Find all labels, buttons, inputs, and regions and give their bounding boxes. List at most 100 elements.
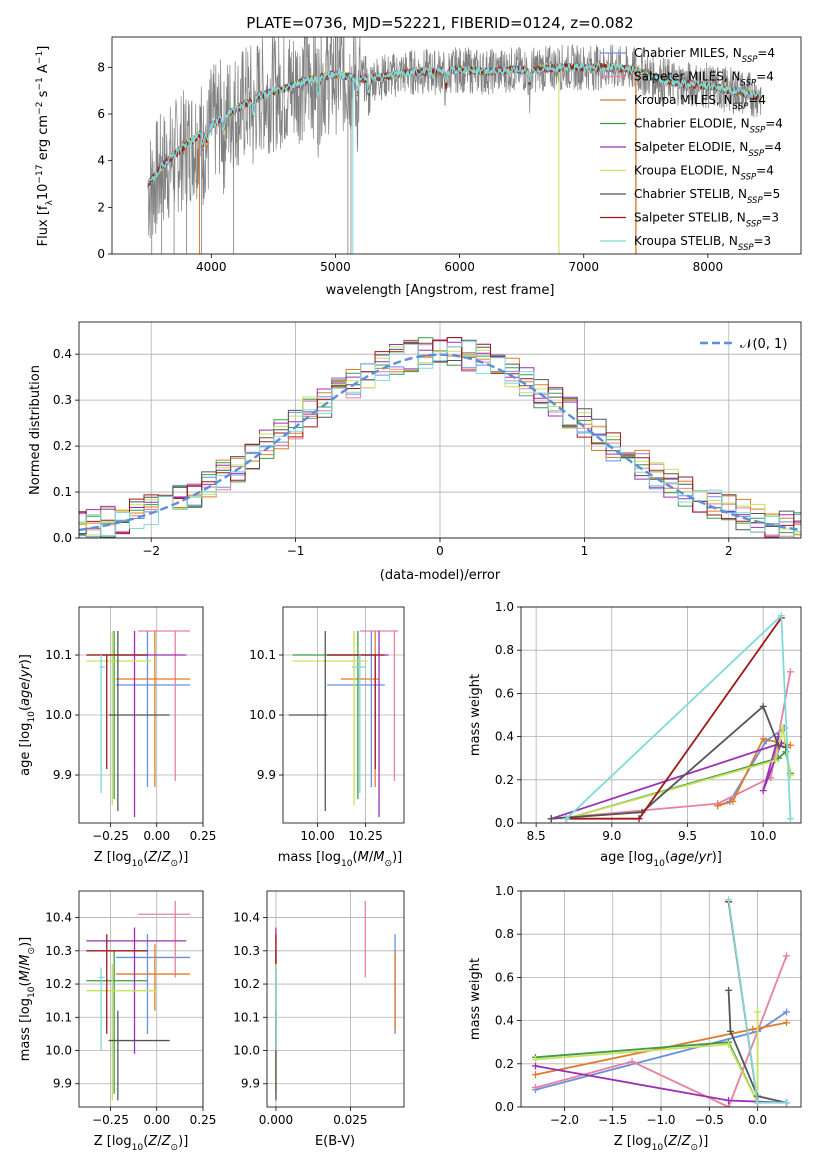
axes-frame xyxy=(111,36,802,255)
x-tick-label: 9.0 xyxy=(602,829,621,843)
plot-marks xyxy=(288,630,399,817)
y-axis-label: mass weight xyxy=(468,674,483,756)
x-tick-label: 0.25 xyxy=(190,829,217,843)
axes-frame xyxy=(78,321,802,539)
weight-line-chabrier_stelib xyxy=(727,990,787,1104)
weight-marker-kroupa_stelib xyxy=(754,1099,762,1107)
histogram-salpeter_miles xyxy=(79,339,801,537)
y-tick-label: 10.0 xyxy=(45,708,72,722)
weight-marker-salpeter_elodie xyxy=(725,1097,733,1105)
x-tick-label: 7000 xyxy=(568,260,599,274)
weight-marker-salpeter_elodie xyxy=(531,1062,539,1070)
x-tick-label: −0.25 xyxy=(92,829,129,843)
x-tick-label: 10.25 xyxy=(348,829,382,843)
x-tick-label: 6000 xyxy=(444,260,475,274)
weight-marker-salpeter_miles xyxy=(783,952,791,960)
y-tick-label: 10.2 xyxy=(233,977,260,991)
y-tick-label: 0.6 xyxy=(495,970,514,984)
weight-marker-chabrier_stelib xyxy=(727,1027,735,1035)
plot-marks xyxy=(547,612,794,823)
y-tick-label: 8 xyxy=(97,60,105,74)
x-tick-label: 0.025 xyxy=(333,1113,367,1127)
plot-marks xyxy=(86,900,191,1101)
y-tick-label: 0 xyxy=(97,247,105,261)
x-tick-label: 0.00 xyxy=(143,1113,170,1127)
histogram-chabrier_elodie xyxy=(79,337,801,535)
x-tick-label: 4000 xyxy=(196,260,227,274)
y-tick-label: 0.4 xyxy=(495,1014,514,1028)
y-tick-label: 0.6 xyxy=(495,686,514,700)
histogram-kroupa_miles xyxy=(79,350,801,536)
histogram-salpeter_stelib xyxy=(79,337,801,538)
weight-marker-chabrier_stelib xyxy=(547,815,555,823)
y-tick-label: 0.4 xyxy=(495,730,514,744)
weight-marker-kroupa_miles xyxy=(783,1019,791,1027)
plot-marks xyxy=(531,896,791,1107)
legend-label-salpeter_stelib: Salpeter STELIB, NSSP=3 xyxy=(634,211,779,230)
y-tick-label: 0.2 xyxy=(53,439,72,453)
axes-frame xyxy=(520,606,802,824)
histogram-kroupa_stelib xyxy=(79,341,801,538)
weight-marker-chabrier_miles xyxy=(783,1008,791,1016)
y-tick-label: 10.3 xyxy=(45,944,72,958)
y-tick-label: 10.1 xyxy=(45,648,72,662)
y-tick-label: 0.3 xyxy=(53,393,72,407)
y-tick-label: 0.0 xyxy=(495,816,514,830)
weight-marker-kroupa_miles xyxy=(786,741,794,749)
y-axis-label: Normed distribution xyxy=(28,365,43,495)
y-tick-label: 2 xyxy=(97,200,105,214)
y-tick-label: 10.1 xyxy=(233,1010,260,1024)
weight-marker-kroupa_elodie xyxy=(771,756,779,764)
y-axis-label: age [log10(age/yr)] xyxy=(18,654,37,776)
weight-marker-kroupa_miles xyxy=(759,735,767,743)
weight-marker-chabrier_stelib xyxy=(774,741,782,749)
model-salpeter_stelib xyxy=(147,62,760,187)
x-tick-label: 0.0 xyxy=(748,1113,767,1127)
axes-frame xyxy=(78,890,204,1108)
y-tick-label: 0.0 xyxy=(495,1100,514,1114)
legend-label-chabrier_elodie: Chabrier ELODIE, NSSP=4 xyxy=(634,117,783,136)
y-axis-label: mass weight xyxy=(468,958,483,1040)
axes-weight_vs_age: 8.5 9.0 9.5 10.0 0.0 0.2 0.4 0.6 0.8 1.0 xyxy=(495,600,802,843)
x-tick-label: 1 xyxy=(581,544,589,558)
x-tick-label: 10.0 xyxy=(750,829,777,843)
weight-marker-kroupa_elodie xyxy=(531,1055,539,1063)
y-tick-label: 10.4 xyxy=(233,911,260,925)
axes-age_vs_mass: 10.00 10.25 9.9 10.0 10.1 xyxy=(249,606,405,843)
y-tick-label: 0.2 xyxy=(495,773,514,787)
x-tick-label: −1.5 xyxy=(598,1113,627,1127)
weight-marker-kroupa_miles xyxy=(531,1071,539,1079)
y-tick-label: 9.9 xyxy=(53,1077,72,1091)
plot-marks xyxy=(79,337,801,538)
legend-label-gaussian: 𝒩(0, 1) xyxy=(740,337,787,352)
plot-area xyxy=(79,891,203,1107)
weight-marker-salpeter_stelib xyxy=(635,815,643,823)
axes-spectrum: 4000 5000 6000 7000 8000 0 2 4 6 8 Chabrier MILES,… xyxy=(97,36,802,274)
x-axis-label: Z [log10(Z/Z⊙)] xyxy=(614,1134,709,1153)
axes-mass_vs_z: −0.25 0.00 0.25 9.9 10.0 10.1 10.2 10.3 10.4 xyxy=(45,890,216,1127)
x-tick-label: −0.5 xyxy=(695,1113,724,1127)
legend-label-salpeter_elodie: Salpeter ELODIE, NSSP=4 xyxy=(634,140,782,159)
x-tick-label: 5000 xyxy=(320,260,351,274)
y-tick-label: 0.8 xyxy=(495,927,514,941)
y-tick-label: 0.0 xyxy=(53,531,72,545)
chart-title: PLATE=0736, MJD=52221, FIBERID=0124, z=0… xyxy=(246,14,633,32)
axes-residuals: −2 −1 0 1 2 0.0 0.1 0.2 0.3 0.4 𝒩(0, 1) xyxy=(53,321,802,558)
weight-line-kroupa_elodie xyxy=(535,1012,759,1104)
axes-age_vs_z: −0.25 0.00 0.25 9.9 10.0 10.1 xyxy=(45,606,217,843)
weight-marker-kroupa_stelib xyxy=(725,896,733,904)
y-tick-label: 9.9 xyxy=(257,768,276,782)
y-tick-label: 10.1 xyxy=(45,1010,72,1024)
legend-label-kroupa_miles: Kroupa MILES, NSSP=4 xyxy=(634,93,766,112)
y-tick-label: 10.1 xyxy=(249,648,276,662)
x-tick-label: 0.000 xyxy=(259,1113,293,1127)
weight-marker-salpeter_miles xyxy=(628,1058,636,1066)
x-tick-label: −2.0 xyxy=(550,1113,579,1127)
weight-marker-kroupa_elodie xyxy=(754,1008,762,1016)
x-tick-label: −2 xyxy=(142,544,160,558)
plot-area xyxy=(521,607,801,823)
weight-marker-salpeter_miles xyxy=(786,668,794,676)
x-tick-label: 8.5 xyxy=(527,829,546,843)
weight-marker-kroupa_stelib xyxy=(783,1099,791,1107)
